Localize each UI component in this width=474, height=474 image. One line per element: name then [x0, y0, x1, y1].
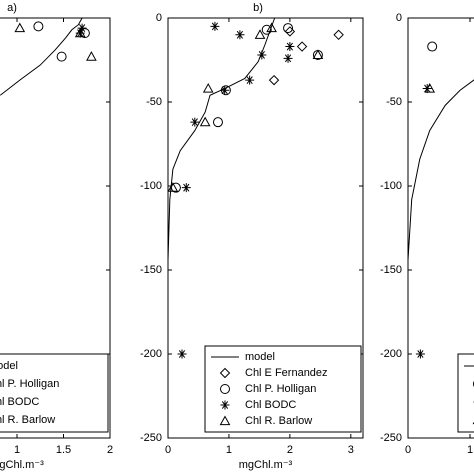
data-point [212, 117, 223, 128]
data-point [74, 27, 86, 38]
x-tick-label: 0 [165, 444, 171, 456]
model-line [407, 79, 474, 438]
y-tick-label: -250 [140, 432, 162, 444]
x-tick-label: 0 [405, 444, 411, 456]
data-point [170, 182, 181, 193]
legend-label: model [0, 360, 18, 372]
legend-label: Chl R. Barlow [0, 414, 55, 426]
y-tick-label: -200 [140, 348, 162, 360]
data-point [56, 51, 67, 62]
x-tick-label: 3 [348, 444, 354, 456]
y-tick-label: -250 [380, 432, 402, 444]
data-point [283, 23, 294, 34]
x-tick-label: 1.5 [56, 444, 71, 456]
data-point [333, 29, 344, 41]
legend-marker [219, 415, 231, 426]
data-point [245, 75, 255, 85]
data-point [427, 41, 438, 52]
data-point [266, 22, 277, 33]
legend-label: Chl R. Barlow [245, 415, 312, 427]
legend-marker [219, 367, 231, 379]
x-axis-label: mgChl.m⁻³ [0, 459, 44, 471]
data-point [261, 24, 272, 35]
data-point [312, 49, 324, 60]
panel-title: b) [253, 2, 263, 14]
model-line [0, 17, 83, 96]
data-point [190, 117, 200, 127]
legend-box [0, 353, 109, 433]
x-tick-label: 1 [14, 444, 20, 456]
data-point [254, 29, 266, 39]
data-point [181, 183, 191, 193]
data-point [424, 83, 436, 93]
x-tick-label: 2 [287, 444, 293, 456]
data-point [167, 182, 179, 192]
data-point [33, 21, 44, 32]
x-axis-label: mgChl.m⁻³ [239, 459, 293, 471]
data-point [210, 21, 220, 31]
legend-label: Chl BODC [245, 399, 296, 411]
y-tick-label: -150 [380, 264, 402, 276]
x-tick-label: 1 [467, 444, 473, 456]
y-tick-label: -150 [140, 264, 162, 276]
data-point [86, 51, 97, 61]
data-point [268, 74, 280, 86]
y-tick-label: 0 [156, 12, 162, 24]
panel-title: a) [7, 2, 17, 14]
legend-box [457, 353, 474, 433]
x-tick-label: 2 [107, 444, 113, 456]
y-tick-label: 0 [396, 12, 402, 24]
legend-label: Chl P. Holligan [0, 378, 59, 390]
model-line [167, 17, 276, 438]
data-point [415, 349, 425, 359]
data-point [199, 116, 211, 127]
legend-label: Chl E Fernandez [245, 367, 328, 379]
legend-label: Chl P. Holligan [245, 383, 316, 395]
y-tick-label: -50 [146, 96, 162, 108]
data-point [220, 85, 230, 95]
data-point [296, 41, 308, 52]
legend-box [204, 345, 362, 433]
y-tick-label: -200 [380, 348, 402, 360]
data-point [77, 23, 87, 33]
data-point [283, 53, 293, 63]
y-tick-label: -50 [386, 96, 402, 108]
legend-label: model [245, 351, 275, 363]
plot-frame [407, 17, 474, 439]
data-point [75, 28, 85, 38]
data-point [202, 83, 214, 93]
data-point [235, 30, 245, 40]
data-point [285, 42, 295, 52]
legend-label: Chl BODC [0, 396, 39, 408]
data-point [14, 22, 26, 33]
plot-frame [167, 17, 364, 439]
y-tick-label: -100 [380, 180, 402, 192]
data-point [257, 50, 267, 60]
x-tick-label: 1 [226, 444, 232, 456]
data-point [177, 349, 187, 359]
legend-marker [220, 400, 230, 410]
legend-marker [220, 384, 230, 394]
data-point [284, 26, 296, 37]
y-tick-label: -100 [140, 180, 162, 192]
